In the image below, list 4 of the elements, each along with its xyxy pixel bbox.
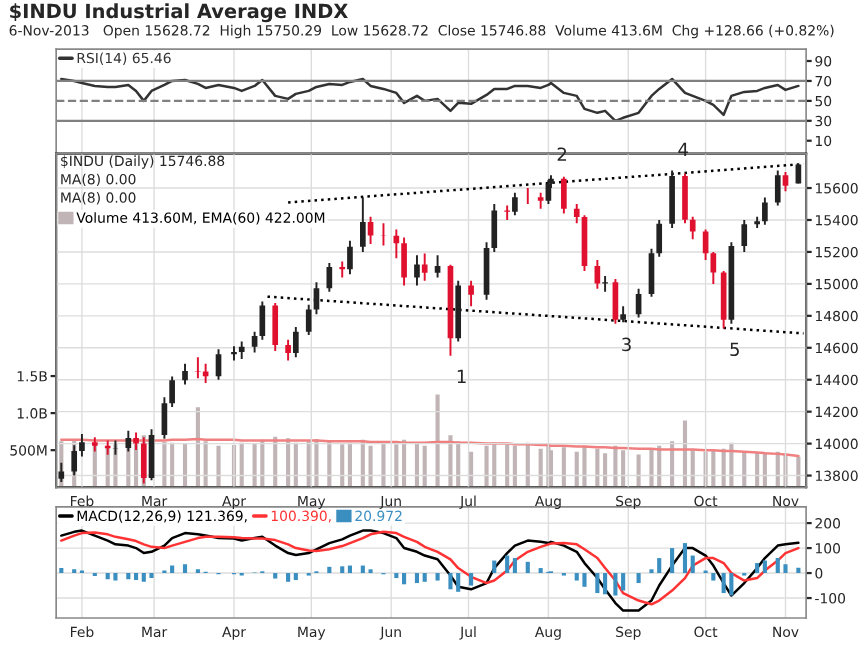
annotation: 3	[622, 337, 631, 352]
chart-title: $INDU Industrial Average INDX	[10, 3, 348, 23]
annotation: 5	[730, 342, 739, 357]
annotation: 1	[457, 369, 466, 383]
